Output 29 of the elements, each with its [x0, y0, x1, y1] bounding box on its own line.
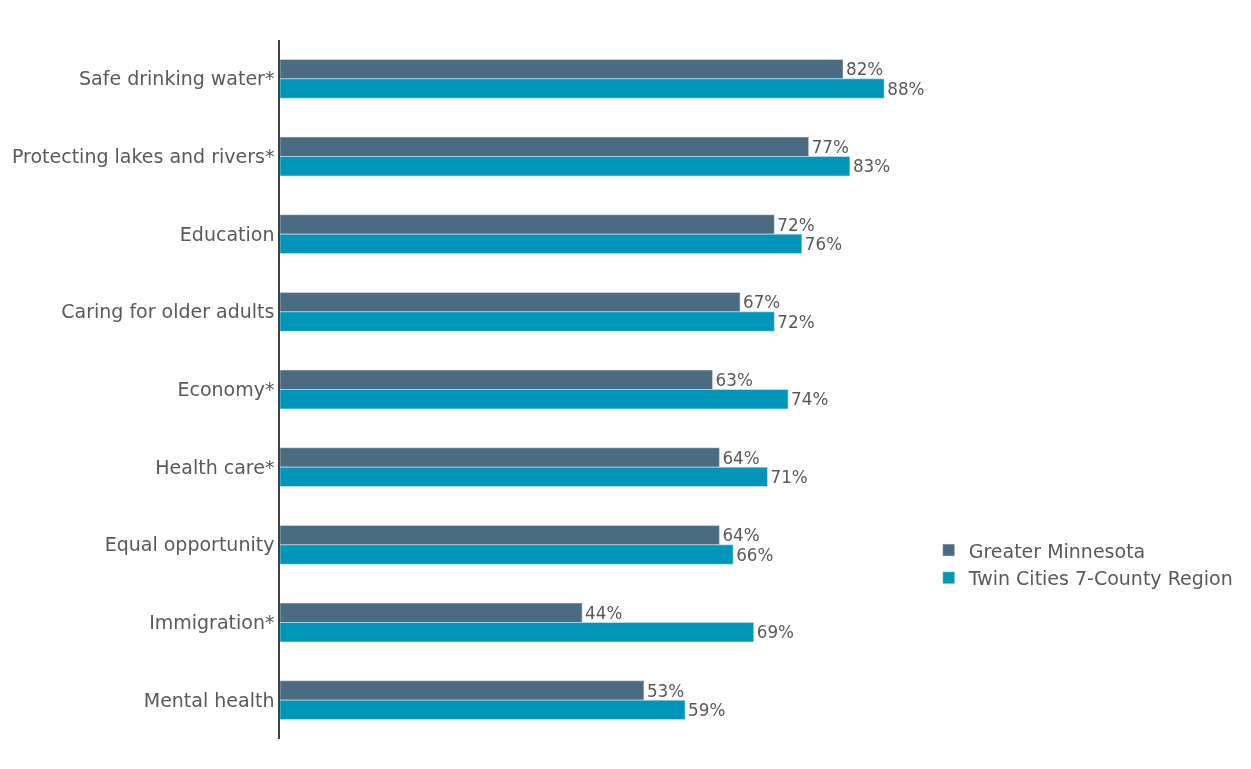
data-label: 88%: [887, 78, 925, 99]
y-tick-label: Education: [179, 222, 275, 245]
y-tick-label: Immigration*: [149, 611, 275, 634]
y-tick-label: Protecting lakes and rivers*: [11, 145, 275, 168]
data-label: 82%: [846, 59, 884, 80]
data-label: 44%: [585, 602, 623, 623]
data-label: 63%: [715, 369, 753, 390]
y-tick-label: Safe drinking water*: [79, 67, 275, 90]
data-label: 72%: [777, 311, 815, 332]
data-label: 72%: [777, 214, 815, 235]
data-label: 59%: [688, 700, 726, 721]
y-tick-label: Health care*: [155, 455, 275, 478]
data-label: 66%: [736, 544, 774, 565]
data-label: 67%: [743, 292, 781, 313]
y-tick-label: Caring for older adults: [61, 300, 275, 323]
data-label: 64%: [722, 447, 760, 468]
data-label: 83%: [852, 156, 891, 177]
y-tick-label: Equal opportunity: [104, 533, 275, 556]
data-label: 71%: [770, 467, 808, 488]
legend-label: Greater Minnesota: [968, 539, 1146, 562]
data-label: 76%: [804, 234, 843, 255]
data-label: 77%: [811, 136, 849, 157]
data-label: 64%: [722, 525, 760, 546]
data-label: 74%: [791, 389, 829, 410]
legend-label: Twin Cities 7-County Region: [967, 567, 1233, 590]
data-label: 69%: [756, 622, 795, 643]
y-tick-label: Economy*: [177, 378, 275, 401]
y-tick-label: Mental health: [143, 688, 275, 711]
data-label: 53%: [646, 680, 685, 701]
